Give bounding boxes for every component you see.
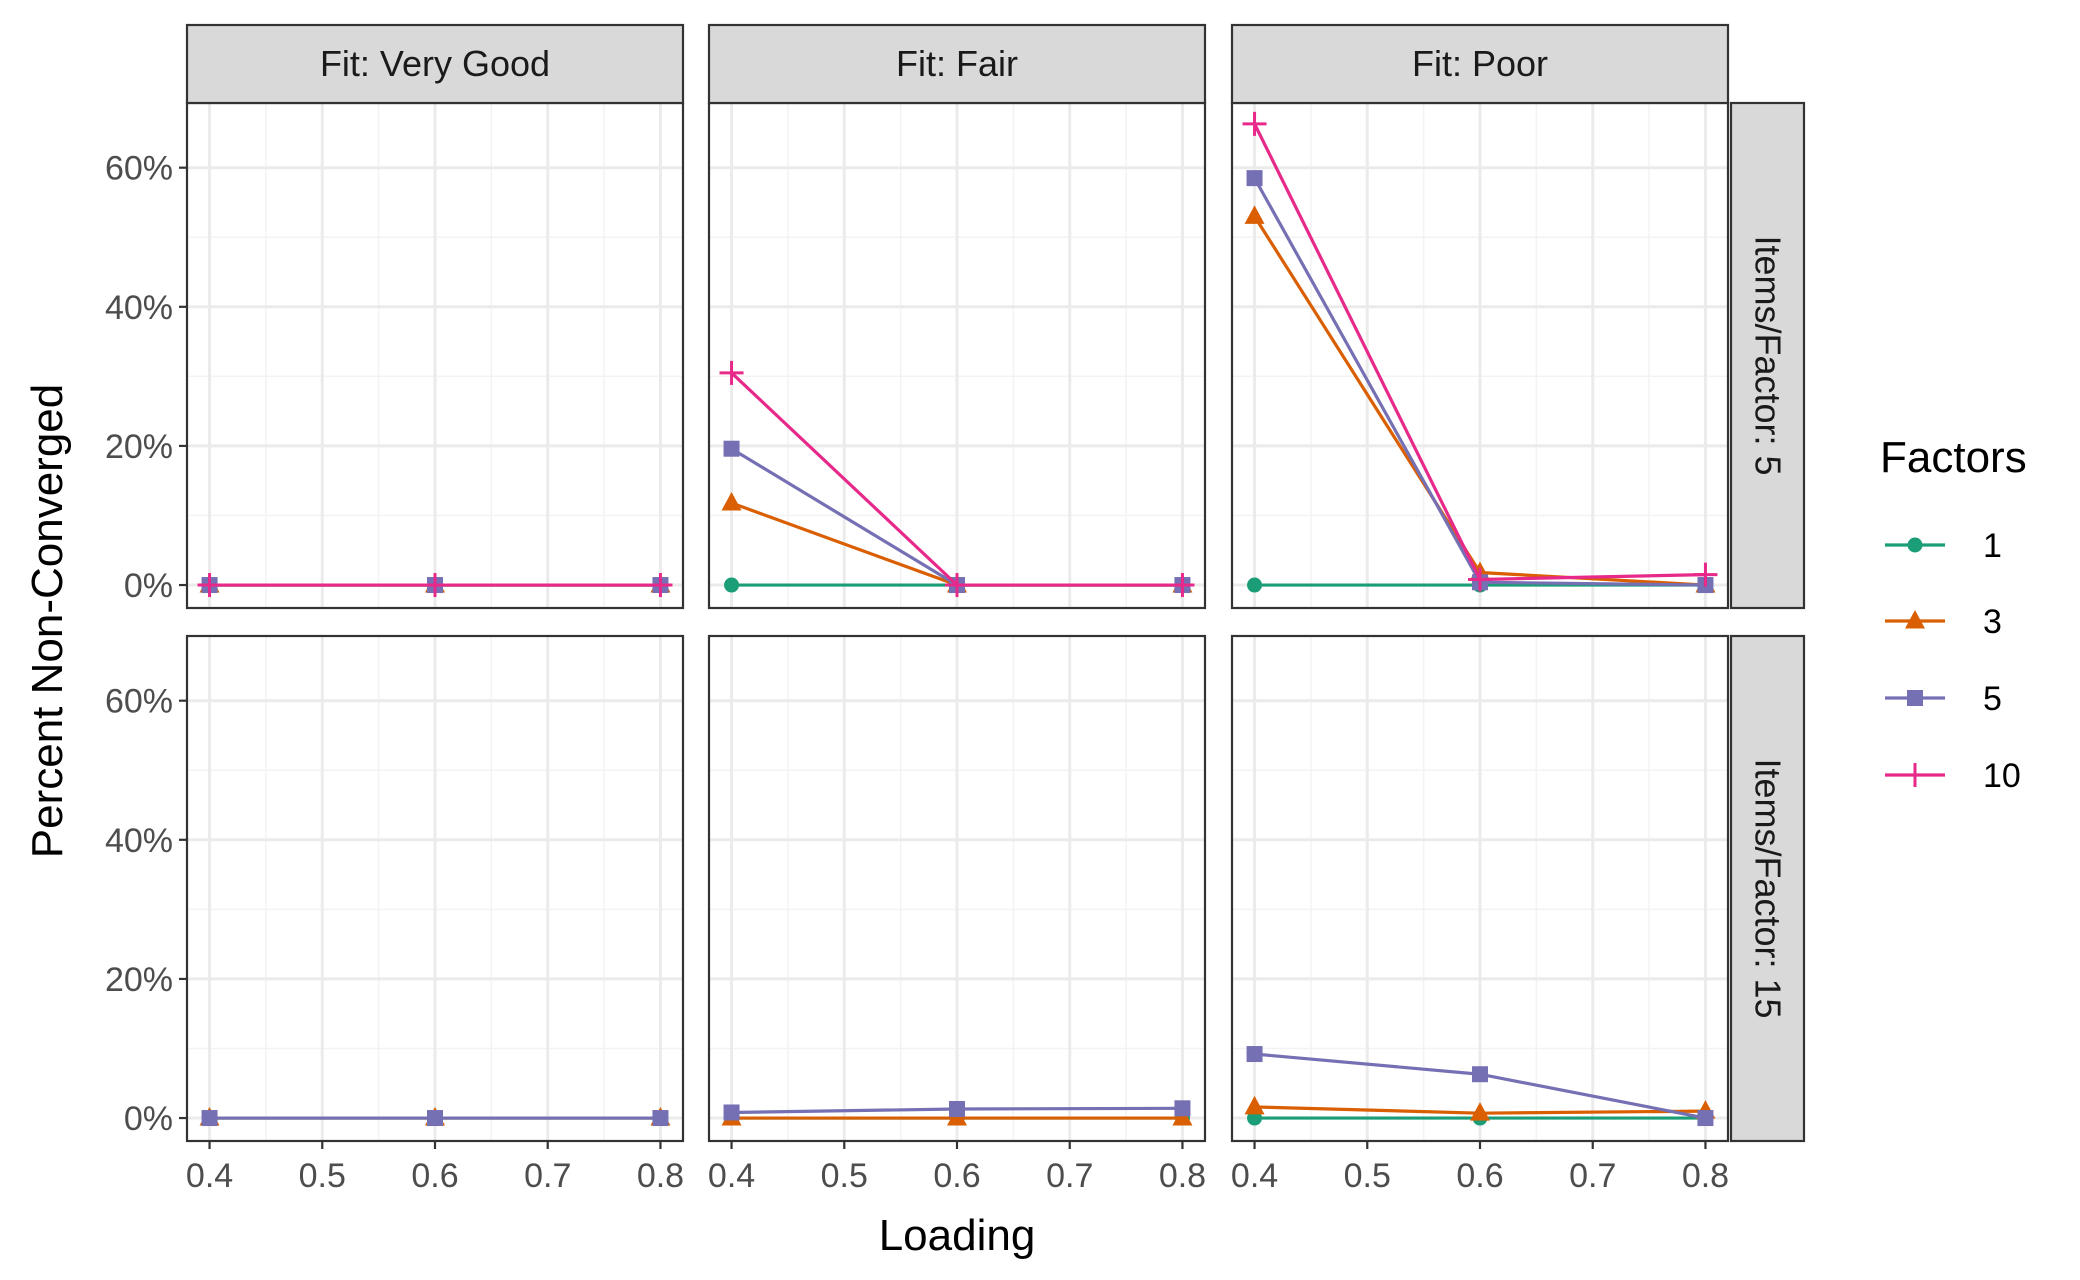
data-point-factor-5 bbox=[1697, 1110, 1714, 1127]
legend-key-plus-icon bbox=[1903, 763, 1927, 787]
x-tick-label: 0.6 bbox=[411, 1157, 458, 1195]
legend-item-5: 5 bbox=[1885, 680, 2002, 718]
data-point-factor-3 bbox=[1244, 1095, 1265, 1115]
x-tick-label: 0.5 bbox=[299, 1157, 346, 1195]
x-tick-label: 0.7 bbox=[1569, 1157, 1616, 1195]
data-point-factor-3 bbox=[1244, 205, 1265, 224]
x-tick-label: 0.8 bbox=[1159, 1157, 1206, 1195]
x-tick-label: 0.4 bbox=[708, 1157, 755, 1195]
panel-r0-c0 bbox=[185, 101, 685, 610]
x-tick-label: 0.5 bbox=[1344, 1157, 1391, 1195]
legend-item-3: 3 bbox=[1885, 603, 2002, 641]
legend-label: 10 bbox=[1983, 757, 2021, 795]
x-tick-label: 0.7 bbox=[1046, 1157, 1093, 1195]
strip-column-0: Fit: Very Good bbox=[185, 23, 685, 105]
strip-label: Fit: Poor bbox=[1412, 43, 1548, 84]
strip-background bbox=[1729, 101, 1806, 610]
legend-title: Factors bbox=[1880, 433, 2027, 482]
legend-key-square-icon bbox=[1907, 690, 1923, 706]
data-point-factor-5 bbox=[201, 1110, 218, 1127]
panel-r0-c1 bbox=[707, 101, 1207, 610]
data-point-factor-10 bbox=[648, 573, 673, 598]
strip-label: Items/Factor: 5 bbox=[1748, 235, 1789, 475]
legend: Factors 1 3 5 10 bbox=[1880, 433, 2027, 795]
panel-r1-c2 bbox=[1230, 634, 1730, 1143]
strip-label: Fit: Very Good bbox=[320, 43, 550, 84]
data-point-factor-10 bbox=[423, 573, 447, 598]
data-point-factor-3 bbox=[1470, 1102, 1490, 1121]
legend-label: 1 bbox=[1983, 527, 2002, 565]
legend-label: 5 bbox=[1983, 680, 2002, 718]
panel-r0-c2 bbox=[1230, 101, 1730, 610]
y-tick-label: 60% bbox=[105, 150, 173, 188]
strip-background bbox=[707, 23, 1207, 105]
y-tick-label: 20% bbox=[105, 961, 173, 999]
legend-key-triangle-icon bbox=[1905, 610, 1925, 629]
y-tick-label: 60% bbox=[105, 683, 173, 721]
strip-column-2: Fit: Poor bbox=[1230, 23, 1730, 105]
y-tick-label: 40% bbox=[105, 289, 173, 327]
panels-layer bbox=[185, 101, 1730, 1143]
x-tick-label: 0.6 bbox=[1456, 1157, 1503, 1195]
y-tick-label: 20% bbox=[105, 428, 173, 466]
data-point-factor-5 bbox=[427, 1110, 443, 1127]
x-tick-label: 0.4 bbox=[1231, 1157, 1278, 1195]
y-axis-title: Percent Non-Converged bbox=[23, 384, 72, 858]
data-point-factor-5 bbox=[1246, 170, 1263, 187]
data-point-factor-5 bbox=[723, 1104, 740, 1121]
legend-item-10: 10 bbox=[1885, 757, 2021, 795]
y-tick-label: 40% bbox=[105, 822, 173, 860]
data-point-factor-10 bbox=[1468, 567, 1492, 592]
data-point-factor-10 bbox=[1170, 573, 1195, 598]
y-tick-label: 0% bbox=[124, 567, 173, 605]
strip-background bbox=[185, 23, 685, 105]
data-point-factor-10 bbox=[197, 573, 222, 598]
legend-item-1: 1 bbox=[1885, 527, 2002, 565]
data-point-factor-10 bbox=[719, 360, 744, 385]
data-point-factor-5 bbox=[652, 1110, 669, 1127]
column-strips: Fit: Very Good Fit: Fair Fit: Poor bbox=[185, 23, 1730, 105]
y-tick-label: 0% bbox=[124, 1100, 173, 1138]
row-strips: Items/Factor: 5 Items/Factor: 15 bbox=[1729, 101, 1806, 1143]
data-point-factor-5 bbox=[723, 440, 740, 457]
x-tick-label: 0.8 bbox=[1682, 1157, 1729, 1195]
data-point-factor-1 bbox=[724, 577, 740, 593]
legend-key-circle-icon bbox=[1907, 537, 1923, 553]
panel-r1-c0 bbox=[185, 634, 685, 1143]
x-tick-label: 0.5 bbox=[821, 1157, 868, 1195]
x-tick-label: 0.4 bbox=[186, 1157, 233, 1195]
data-point-factor-10 bbox=[1693, 562, 1718, 587]
x-axis-title: Loading bbox=[879, 1211, 1036, 1260]
data-point-factor-3 bbox=[721, 491, 742, 511]
x-tick-label: 0.7 bbox=[524, 1157, 571, 1195]
strip-row-0: Items/Factor: 5 bbox=[1729, 101, 1806, 610]
strip-label: Fit: Fair bbox=[896, 43, 1018, 84]
data-point-factor-10 bbox=[945, 573, 969, 598]
data-point-factor-1 bbox=[1247, 577, 1263, 593]
axes-layer: 0% 20% 40% 60% 0% 20% 40% 60% 0.4 0.5 0.6 0.7 0.8 0.4… bbox=[105, 150, 1729, 1195]
x-tick-label: 0.6 bbox=[933, 1157, 980, 1195]
data-point-factor-5 bbox=[1472, 1066, 1488, 1083]
data-point-factor-5 bbox=[949, 1101, 965, 1118]
data-point-factor-5 bbox=[1174, 1100, 1191, 1117]
strip-row-1: Items/Factor: 15 bbox=[1729, 634, 1806, 1143]
strip-column-1: Fit: Fair bbox=[707, 23, 1207, 105]
data-point-factor-10 bbox=[1242, 111, 1267, 136]
strip-background bbox=[1230, 23, 1730, 105]
x-tick-label: 0.8 bbox=[637, 1157, 684, 1195]
strip-label: Items/Factor: 15 bbox=[1748, 758, 1789, 1018]
panel-r1-c1 bbox=[707, 634, 1207, 1143]
legend-items: 1 3 5 10 bbox=[1885, 527, 2021, 795]
strip-background bbox=[1729, 634, 1806, 1143]
legend-label: 3 bbox=[1983, 603, 2002, 641]
data-point-factor-5 bbox=[1246, 1046, 1263, 1063]
